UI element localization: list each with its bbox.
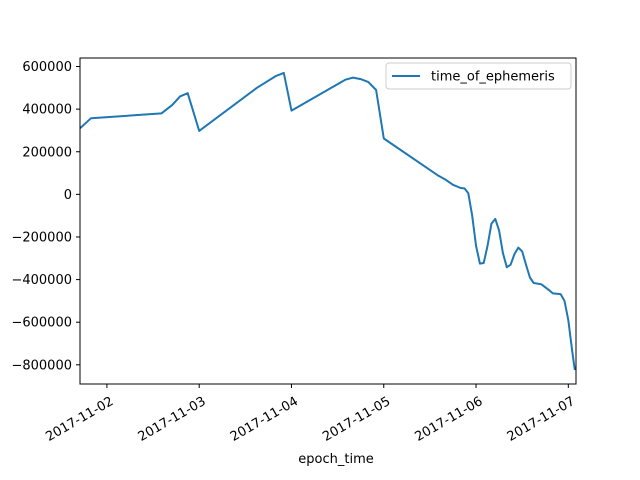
y-tick-label: −200000	[11, 230, 72, 245]
y-tick-label: 0	[64, 188, 72, 203]
legend-entry-time-of-ephemeris: time_of_ephemeris	[431, 70, 555, 85]
plot-frame	[79, 57, 577, 385]
x-axis-label: epoch_time	[298, 452, 373, 467]
y-axis-ticks: 600000 400000 200000 0 −200000 −400000 −600000…	[11, 60, 80, 373]
series-line-time-of-ephemeris	[79, 71, 576, 371]
legend: time_of_ephemeris	[385, 62, 572, 90]
y-tick-label: −400000	[11, 273, 72, 288]
plot-area	[80, 58, 576, 384]
y-tick-label: 200000	[22, 145, 72, 160]
y-tick-label: −600000	[11, 316, 72, 331]
legend-box	[385, 62, 572, 90]
y-tick-label: 600000	[22, 60, 72, 75]
series-layer	[79, 71, 576, 371]
y-tick-label: −800000	[11, 358, 72, 373]
y-tick-label: 400000	[22, 103, 72, 118]
